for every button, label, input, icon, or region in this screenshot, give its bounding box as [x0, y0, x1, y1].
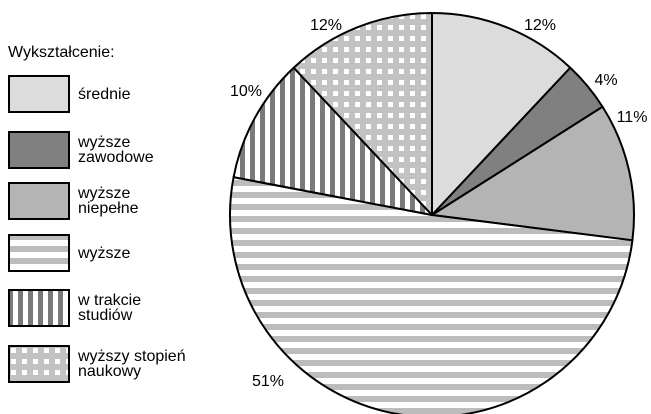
legend-item: w trakcie studiów — [8, 289, 228, 331]
legend-swatch — [8, 289, 70, 327]
slice-value-label-5: 10% — [230, 83, 262, 100]
legend-item: średnie — [8, 75, 228, 117]
legend-swatch — [8, 131, 70, 169]
legend-swatch — [8, 345, 70, 383]
slice-value-label-3: 11% — [617, 109, 648, 126]
legend-label: wyższe niepełne — [78, 185, 139, 217]
legend-item: wyższe niepełne — [8, 182, 228, 224]
legend-title: Wykształcenie: — [8, 44, 115, 61]
legend-label: wyższe zawodowe — [78, 134, 154, 166]
pie-slice-5 — [232, 66, 433, 216]
legend-label: w trakcie studiów — [78, 292, 142, 324]
pie-slice-4 — [229, 176, 634, 414]
pie-slice-3 — [431, 105, 635, 242]
legend-label: wyższe — [78, 245, 131, 262]
legend-item: wyższe — [8, 234, 228, 276]
pie-slice-6 — [292, 12, 433, 216]
slice-value-label-2: 4% — [594, 72, 617, 89]
slice-value-label-1: 12% — [524, 17, 556, 34]
slice-value-label-6: 12% — [310, 17, 342, 34]
legend-swatch — [8, 182, 70, 220]
legend: średnie wyższe zawodowe wyższe niepełne wyż… — [8, 0, 228, 414]
legend-swatch — [8, 75, 70, 113]
legend-item: wyższy stopień naukowy — [8, 345, 228, 387]
legend-item: wyższe zawodowe — [8, 131, 228, 173]
legend-swatch — [8, 234, 70, 272]
slice-value-label-4: 51% — [252, 373, 284, 390]
legend-label: średnie — [78, 86, 131, 103]
pie-slice-1 — [431, 12, 572, 216]
legend-label: wyższy stopień naukowy — [78, 348, 186, 380]
